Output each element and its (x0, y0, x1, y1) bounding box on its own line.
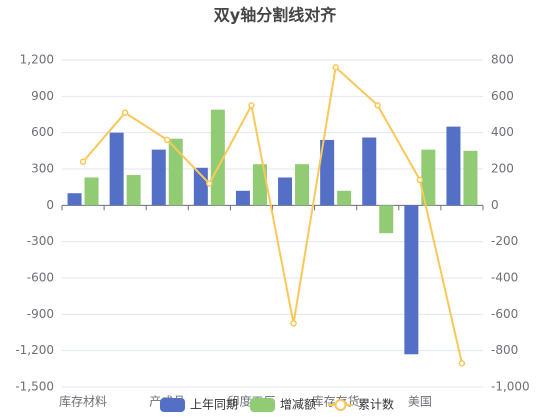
line-point (416, 176, 424, 184)
legend-label: 累计数 (358, 397, 394, 412)
y-tick-label: 0 (46, 198, 54, 212)
bar (463, 150, 478, 206)
bar (151, 149, 166, 206)
bar (210, 109, 225, 206)
y2-tick-label: -200 (491, 234, 518, 248)
y2-tick-label: 600 (491, 89, 514, 103)
line-point (164, 136, 171, 144)
bar (252, 164, 267, 206)
bar (168, 138, 183, 206)
line-point (374, 102, 381, 109)
bar (421, 149, 436, 206)
line-point (290, 320, 297, 327)
y2-tick-label: -800 (491, 343, 518, 357)
chart-title: 双y轴分割线对齐 (214, 6, 337, 25)
line-point (206, 180, 213, 187)
legend-label: 增减额 (280, 398, 316, 412)
legend-icon (250, 398, 276, 412)
legend-label: 上年同期 (190, 398, 238, 412)
line-point (248, 102, 255, 109)
y2-tick-label: -600 (491, 307, 518, 321)
y-tick-label: 600 (31, 125, 54, 139)
y-tick-label: -600 (27, 271, 54, 285)
y-tick-label: -1,200 (15, 343, 54, 357)
y2-tick-label: 800 (491, 53, 514, 67)
bar (126, 175, 141, 206)
y-tick-label: 300 (31, 162, 54, 176)
bar (84, 177, 99, 206)
bar (235, 190, 250, 206)
y-tick-label: -1,500 (15, 380, 54, 394)
bar (320, 139, 335, 206)
y-tick-label: 1,200 (20, 53, 54, 67)
bar (278, 177, 293, 206)
legend-icon (160, 398, 185, 412)
bar (446, 126, 461, 206)
line-point (121, 109, 129, 116)
bar (295, 164, 310, 206)
y2-tick-label: 400 (491, 125, 514, 139)
x-tick-label: 美国 (408, 395, 432, 409)
bar (337, 190, 352, 206)
legend-icon (334, 399, 347, 411)
y2-tick-label: -400 (491, 271, 518, 285)
y-tick-label: -900 (27, 307, 54, 321)
line-point (79, 158, 87, 165)
y-tick-label: 900 (31, 89, 54, 103)
y2-tick-label: 200 (491, 162, 514, 176)
y2-tick-label: -1,000 (491, 380, 530, 394)
bar (362, 137, 377, 206)
bar (67, 193, 82, 206)
bar (404, 205, 419, 355)
line-point (332, 64, 339, 71)
line-point (458, 360, 466, 367)
bar (379, 205, 394, 234)
line (82, 65, 463, 364)
y2-tick-label: 0 (491, 198, 499, 212)
y-tick-label: -300 (27, 234, 54, 248)
x-tick-label: 库存材料 (59, 394, 107, 409)
bar (109, 132, 124, 206)
